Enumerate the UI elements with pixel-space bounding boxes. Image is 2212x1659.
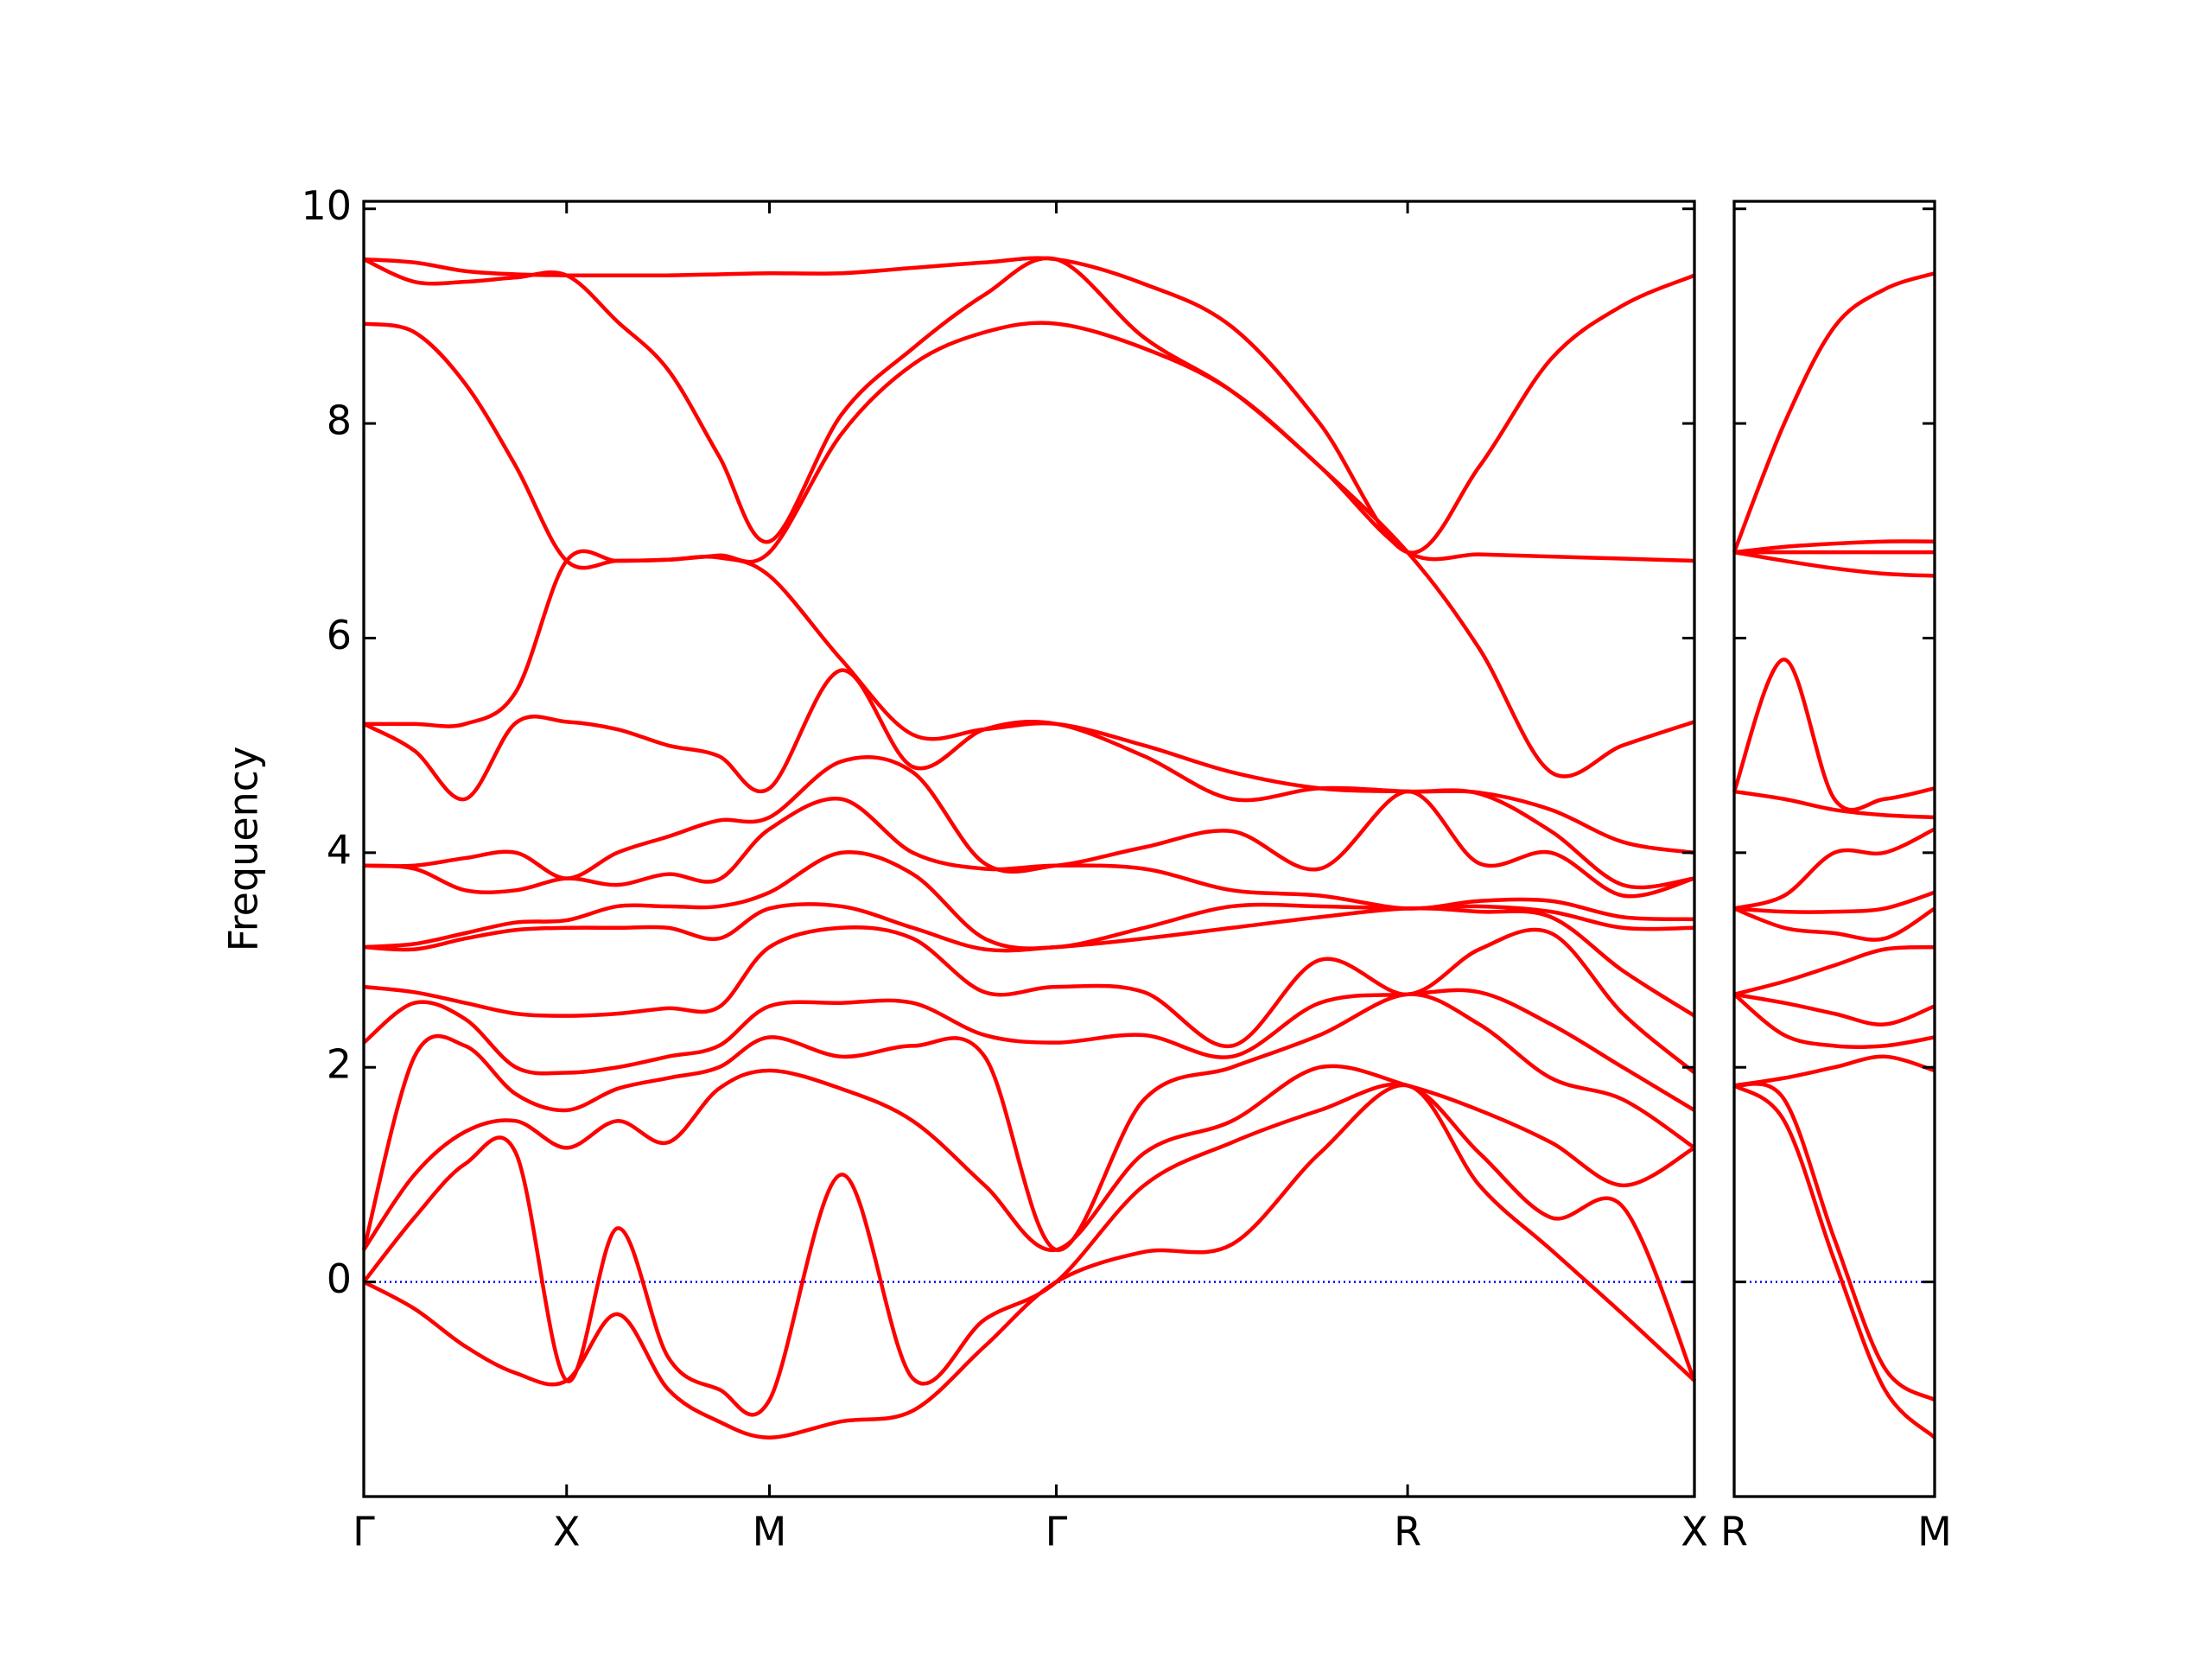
x-tick-label: M xyxy=(753,1509,787,1555)
band-line xyxy=(1733,539,1936,555)
band-line xyxy=(1733,550,1936,578)
x-tick-label: M xyxy=(1917,1509,1952,1555)
band-line xyxy=(1732,658,1936,812)
x-tick-label: R xyxy=(1720,1509,1748,1555)
y-tick-label: 0 xyxy=(327,1255,352,1302)
band-line xyxy=(362,1083,1696,1440)
x-tick-label: X xyxy=(1681,1509,1708,1555)
y-tick-label: 6 xyxy=(327,612,352,658)
band-line xyxy=(1733,1054,1936,1088)
band-line xyxy=(361,992,1696,1252)
y-tick-label: 2 xyxy=(327,1041,352,1088)
y-tick-label: 10 xyxy=(301,182,352,229)
x-tick-label: R xyxy=(1394,1509,1421,1555)
band-line xyxy=(362,988,1696,1112)
band-line xyxy=(1733,827,1936,911)
band-line xyxy=(1732,993,1936,1050)
band-line xyxy=(1733,890,1936,914)
band-line xyxy=(363,549,1695,855)
x-tick-label: Γ xyxy=(1046,1509,1068,1555)
band-line xyxy=(363,925,1696,1075)
plot-frame xyxy=(1732,200,1936,1498)
band-line xyxy=(1733,906,1936,942)
band-line xyxy=(1733,992,1936,1027)
band-line xyxy=(363,256,1695,563)
band-line xyxy=(363,754,1695,899)
band-line xyxy=(363,321,1695,779)
y-tick-label: 4 xyxy=(327,826,352,873)
band-line xyxy=(363,256,1695,555)
band-line xyxy=(363,902,1696,1018)
band-line xyxy=(363,849,1695,950)
band-line xyxy=(1733,789,1936,820)
band-line xyxy=(1733,944,1936,996)
band-line xyxy=(363,796,1695,922)
band-line xyxy=(362,1064,1696,1252)
y-axis-label: Frequency xyxy=(220,747,267,952)
band-line xyxy=(362,1082,1697,1417)
x-tick-label: Γ xyxy=(353,1509,375,1555)
band-line xyxy=(1732,271,1936,553)
plot-frame xyxy=(362,200,1696,1498)
y-tick-label: 8 xyxy=(327,397,352,444)
band-line xyxy=(362,668,1695,890)
x-tick-label: X xyxy=(553,1509,581,1555)
band-line xyxy=(1732,1084,1936,1440)
band-line xyxy=(1733,1082,1936,1402)
